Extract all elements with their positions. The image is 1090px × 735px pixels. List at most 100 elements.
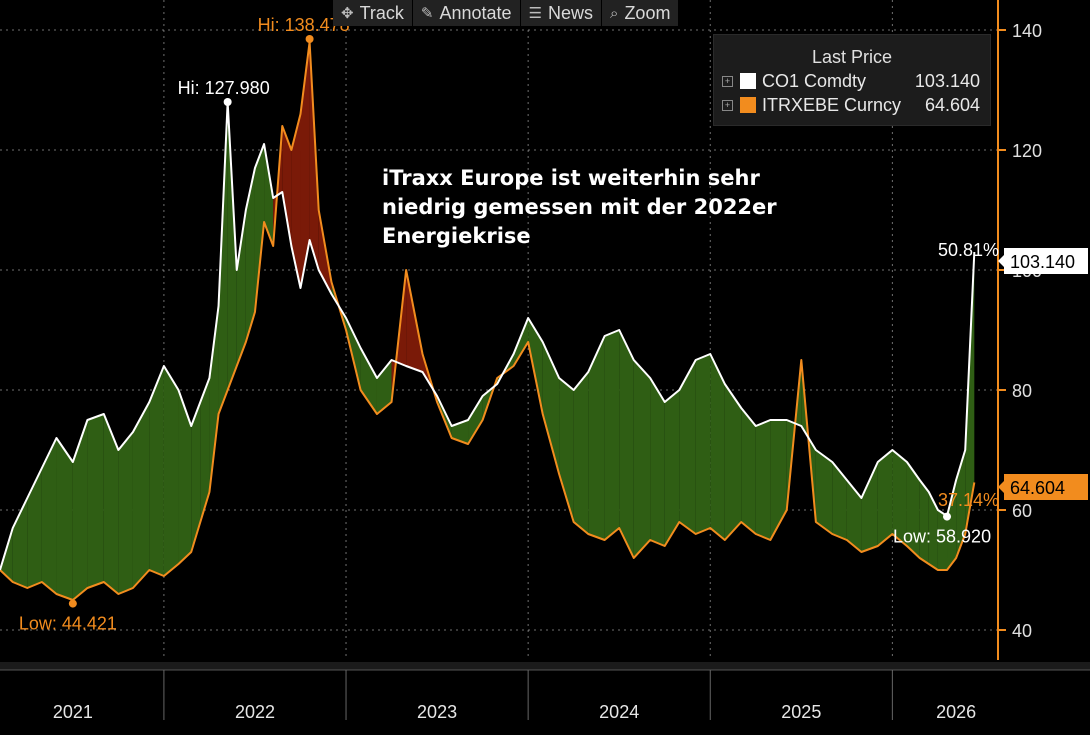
spread-fill-segment xyxy=(573,372,589,534)
spread-fill-segment xyxy=(633,360,651,558)
news-button[interactable]: ☰ News xyxy=(520,0,603,26)
spread-fill-segment xyxy=(218,102,228,414)
spread-fill-segment xyxy=(947,480,957,570)
spread-fill-segment xyxy=(360,348,377,414)
y-tick-label: 40 xyxy=(1012,621,1032,641)
spread-fill-segment xyxy=(588,336,605,540)
legend-name-itrx: ITRXEBE Curncy xyxy=(762,95,902,115)
spread-fill-segment xyxy=(56,438,73,600)
spread-fill-segment xyxy=(542,342,560,474)
spread-fill-segment xyxy=(191,402,201,552)
expand-icon[interactable]: + xyxy=(722,76,733,87)
spread-fill-segment xyxy=(209,306,219,492)
pct-change-itrx: 37.14% xyxy=(938,490,999,510)
spread-fill-segment xyxy=(724,384,742,540)
expand-icon[interactable]: + xyxy=(722,100,733,111)
x-axis-strip xyxy=(0,662,1090,670)
legend-value-itrx: 64.604 xyxy=(924,95,980,115)
spread-fill-segment xyxy=(956,450,966,558)
last-value-flag-co1 xyxy=(1004,248,1088,274)
last-value-flag-itrx xyxy=(1004,474,1088,500)
toolbar: ✥ Track ✎ Annotate ☰ News ⌕ Zoom xyxy=(333,0,680,26)
legend-swatch-co1 xyxy=(740,73,756,89)
x-tick-label: 2023 xyxy=(417,702,457,722)
low-marker-itrx xyxy=(68,599,77,608)
zoom-button[interactable]: ⌕ Zoom xyxy=(602,0,680,26)
legend-row-co1[interactable]: + CO1 Comdty 103.140 xyxy=(722,71,988,93)
spread-fill-segment xyxy=(132,402,150,588)
spread-fill-segment xyxy=(163,366,179,576)
spread-fill-segment xyxy=(559,378,574,522)
chart-annotation-text: iTraxx Europe ist weiterhin sehr niedrig… xyxy=(382,166,777,248)
spread-fill-segment xyxy=(87,414,104,588)
spread-fill-segment xyxy=(451,420,469,444)
legend-value-co1: 103.140 xyxy=(914,71,980,91)
legend-swatch-itrx xyxy=(740,97,756,113)
low-marker-co1 xyxy=(943,512,952,521)
spread-fill-segment xyxy=(227,102,237,390)
spread-fill-segment xyxy=(118,432,133,594)
spread-fill-segment xyxy=(846,480,862,552)
spread-fill-segment xyxy=(245,168,255,342)
spread-fill-segment xyxy=(650,378,665,546)
hi-marker-co1 xyxy=(223,98,232,106)
low-label-co1: Low: 58.920 xyxy=(893,527,991,547)
spread-fill-segment xyxy=(877,450,893,546)
y-tick-label: 60 xyxy=(1012,501,1032,521)
spread-fill-segment xyxy=(770,420,787,540)
legend-title: Last Price xyxy=(812,47,893,67)
spread-fill-segment xyxy=(200,378,210,522)
track-label: Track xyxy=(359,2,404,23)
spread-fill-segment xyxy=(619,330,634,558)
spread-fill-segment xyxy=(741,408,756,534)
x-tick-label: 2022 xyxy=(235,702,275,722)
pct-change-co1: 50.81% xyxy=(938,240,999,260)
spread-fill-segment xyxy=(710,354,725,540)
spread-fill-segment xyxy=(282,126,292,246)
spread-fill-segment xyxy=(906,462,920,558)
last-value-co1: 103.140 xyxy=(1010,252,1075,272)
legend: Last Price + CO1 Comdty 103.140 + ITRXEB… xyxy=(713,34,991,126)
spread-fill-segment xyxy=(12,498,28,588)
y-tick-label: 80 xyxy=(1012,381,1032,401)
spread-fill-segment xyxy=(664,390,680,546)
x-tick-label: 2026 xyxy=(936,702,976,722)
low-label-itrx: Low: 44.421 xyxy=(19,614,117,634)
spread-fill-segment xyxy=(103,414,119,594)
last-value-itrx: 64.604 xyxy=(1010,478,1065,498)
spread-fill-segment xyxy=(679,360,696,534)
spread-fill-segment xyxy=(178,390,192,564)
spread-fill-segment xyxy=(513,318,529,366)
spread-fill-segment xyxy=(937,510,948,570)
last-value-pointer-itrx xyxy=(998,481,1004,493)
spread-fill-segment xyxy=(528,318,543,414)
spread-fill-segment xyxy=(604,330,620,540)
legend-row-itrx[interactable]: + ITRXEBE Curncy 64.604 xyxy=(722,95,988,117)
spread-fill-segment xyxy=(832,462,847,540)
zoom-label: Zoom xyxy=(624,2,671,23)
spread-fill-segment xyxy=(815,450,833,534)
annotate-label: Annotate xyxy=(439,2,512,23)
spread-fill-segment xyxy=(468,396,483,444)
spread-fill-segment xyxy=(291,114,301,288)
spread-fill-segment xyxy=(149,366,164,576)
last-value-pointer-co1 xyxy=(998,255,1004,267)
x-tick-label: 2025 xyxy=(781,702,821,722)
spread-fill-segment xyxy=(236,210,246,366)
crosshair-icon: ✥ xyxy=(341,5,354,22)
pencil-icon: ✎ xyxy=(420,5,434,22)
x-tick-label: 2021 xyxy=(53,702,93,722)
spread-fill-segment xyxy=(264,144,274,246)
x-tick-label: 2024 xyxy=(599,702,639,722)
track-button[interactable]: ✥ Track xyxy=(333,0,413,26)
hi-label-co1: Hi: 127.980 xyxy=(178,78,270,98)
hi-label-itrx: Hi: 138.478 xyxy=(258,15,350,35)
itrx-series-line xyxy=(0,41,976,601)
annotate-button[interactable]: ✎ Annotate xyxy=(412,0,521,26)
y-tick-label: 140 xyxy=(1012,21,1042,41)
magnifier-icon: ⌕ xyxy=(610,4,619,22)
spread-fill-segment xyxy=(919,480,929,564)
news-label: News xyxy=(548,2,594,23)
spread-fill-segment xyxy=(72,420,88,600)
